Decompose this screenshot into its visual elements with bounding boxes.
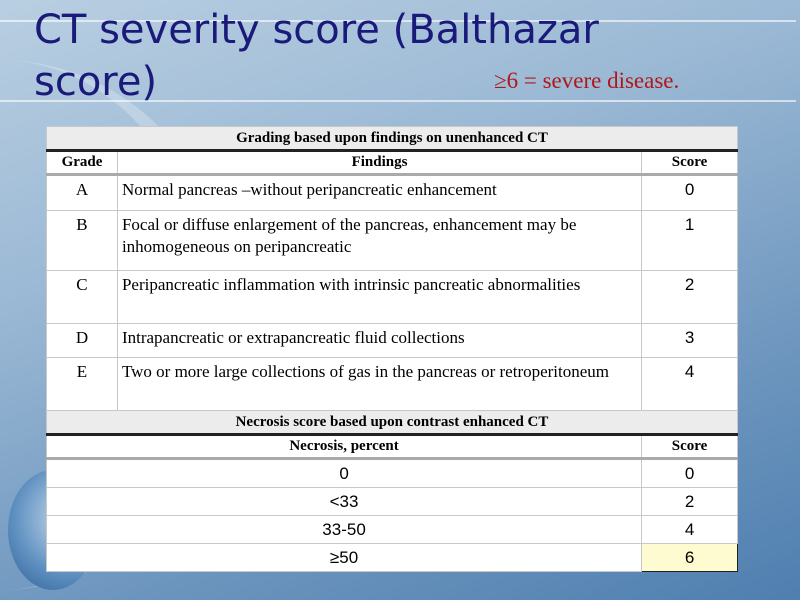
highlighted-score-cell: 6 <box>641 543 738 572</box>
score-cell: 4 <box>641 515 738 544</box>
header-score: Score <box>641 150 738 176</box>
score-cell: 1 <box>641 210 738 271</box>
header-necrosis-score: Score <box>641 434 738 460</box>
table-row: B Focal or diffuse enlargement of the pa… <box>46 210 738 271</box>
findings-cell: Two or more large collections of gas in … <box>116 357 643 411</box>
header-findings: Findings <box>116 150 643 176</box>
grading-section-title: Grading based upon findings on unenhance… <box>46 126 738 152</box>
table-row: D Intrapancreatic or extrapancreatic flu… <box>46 323 738 358</box>
findings-cell: Focal or diffuse enlargement of the panc… <box>116 210 643 271</box>
divider <box>0 20 796 22</box>
percent-cell: <33 <box>45 487 643 516</box>
table-row: 0 0 <box>45 458 738 488</box>
score-cell: 4 <box>641 357 738 411</box>
findings-cell: Normal pancreas –without peripancreatic … <box>116 174 643 211</box>
score-cell: 2 <box>641 487 738 516</box>
grade-cell: D <box>46 323 118 358</box>
score-cell: 0 <box>641 458 738 488</box>
grade-cell: E <box>46 357 118 411</box>
slide-title: CT severity score (Balthazar score) <box>34 7 599 105</box>
table-row: A Normal pancreas –without peripancreati… <box>46 174 738 211</box>
grade-cell: B <box>46 210 118 271</box>
table-row: <33 2 <box>45 487 738 516</box>
findings-cell: Intrapancreatic or extrapancreatic fluid… <box>116 323 643 358</box>
table-row: 33-50 4 <box>45 515 738 544</box>
percent-cell: 0 <box>45 458 643 488</box>
header-necrosis-percent: Necrosis, percent <box>45 434 643 460</box>
grade-cell: A <box>46 174 118 211</box>
table-row: E Two or more large collections of gas i… <box>46 357 738 411</box>
percent-cell: 33-50 <box>45 515 643 544</box>
score-cell: 3 <box>641 323 738 358</box>
table-row: C Peripancreatic inflammation with intri… <box>46 270 738 324</box>
necrosis-section-title: Necrosis score based upon contrast enhan… <box>46 410 738 436</box>
score-cell: 0 <box>641 174 738 211</box>
severity-note: ≥6 = severe disease. <box>494 68 680 93</box>
percent-cell: ≥50 <box>45 543 643 572</box>
grade-cell: C <box>46 270 118 324</box>
header-grade: Grade <box>46 150 118 176</box>
score-cell: 2 <box>641 270 738 324</box>
findings-cell: Peripancreatic inflammation with intrins… <box>116 270 643 324</box>
table-row: ≥50 6 <box>45 543 738 572</box>
divider <box>0 100 796 102</box>
balthazar-table: Grading based upon findings on unenhance… <box>45 126 738 572</box>
